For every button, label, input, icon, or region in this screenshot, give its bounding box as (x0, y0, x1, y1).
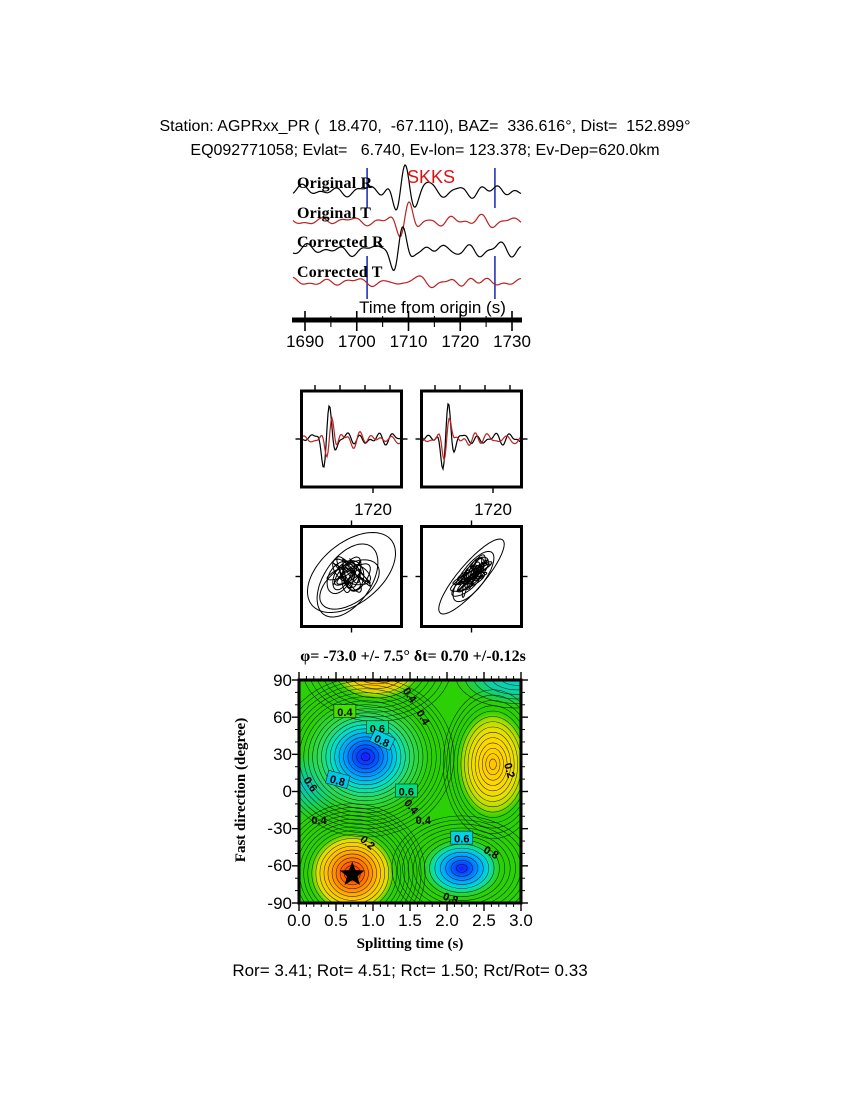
svg-text:0.8: 0.8 (441, 891, 459, 908)
time-tick-label: 1690 (286, 332, 324, 351)
splitting-time-tick: 1.5 (398, 911, 422, 930)
svg-text:0.8: 0.8 (372, 733, 391, 750)
panel-time-tick: 1720 (354, 500, 392, 519)
footer-stats: Ror= 3.41; Rot= 4.51; Rct= 1.50; Rct/Rot… (232, 961, 588, 980)
contour-label: 0.6 (395, 783, 418, 799)
time-tick-label: 1710 (389, 332, 428, 351)
time-tick-label: 1730 (493, 332, 531, 351)
trace-label-original-t: Original T (297, 205, 372, 222)
contour-label: 0.8 (325, 770, 351, 790)
svg-text:0.2: 0.2 (501, 762, 517, 780)
fast-direction-tick: 30 (273, 744, 292, 764)
error-surface-plot: 0.40.60.80.40.40.20.6 0.80.60.40.4 0.40.2 0… (292, 672, 528, 911)
waveform-overview-plot (292, 163, 522, 331)
station-header: Station: AGPRxx_PR ( 18.470, -67.110), B… (159, 118, 691, 135)
contour-label: 0.4 (311, 815, 327, 827)
contour-xlabel: Splitting time (s) (356, 936, 464, 952)
trace-label-corrected-t: Corrected T (297, 264, 383, 281)
event-header: EQ092771058; Evlat= 6.740, Ev-lon= 123.3… (190, 142, 660, 159)
svg-text:0.6: 0.6 (399, 787, 414, 799)
windowed-seismogram-panels (295, 385, 528, 493)
contour-label: 0.8 (441, 891, 459, 908)
splitting-time-tick: 1.0 (361, 911, 385, 930)
svg-text:0.8: 0.8 (328, 774, 346, 790)
splitting-time-tick: 0.0 (287, 911, 311, 930)
fast-direction-tick: -30 (267, 819, 292, 839)
splitting-time-tick: 3.0 (509, 911, 533, 930)
phase-label-skks: SKKS (407, 167, 456, 187)
fast-direction-tick: 60 (273, 707, 292, 727)
fast-direction-tick: -90 (267, 893, 292, 913)
svg-text:0.4: 0.4 (337, 707, 353, 719)
splitting-time-tick: 2.5 (472, 911, 496, 930)
best-fit-star (339, 861, 365, 885)
splitting-time-tick: 2.0 (435, 911, 459, 930)
fast-direction-tick: 90 (273, 670, 292, 690)
splitting-time-tick: 0.5 (324, 911, 348, 930)
contour-title: φ= -73.0 +/- 7.5° δt= 0.70 +/-0.12s (300, 648, 526, 665)
contour-label: 0.6 (450, 830, 474, 846)
time-axis-title: Time from origin (s) (359, 298, 506, 317)
fast-direction-tick: -60 (267, 856, 292, 876)
svg-text:0.4: 0.4 (416, 815, 432, 827)
svg-text:0.6: 0.6 (454, 834, 469, 846)
fast-direction-tick: 0 (282, 782, 292, 801)
trace-label-corrected-r: Corrected R (297, 234, 384, 251)
svg-text:0.4: 0.4 (311, 815, 327, 827)
contour-label: 0.2 (501, 762, 517, 780)
contour-label: 0.4 (416, 815, 432, 827)
time-tick-label: 1700 (337, 332, 376, 351)
contour-label: 0.8 (369, 728, 396, 751)
contour-label: 0.4 (333, 704, 357, 719)
panel-time-tick: 1720 (474, 500, 512, 519)
time-tick-label: 1720 (441, 332, 480, 351)
particle-motion-panels (295, 520, 528, 633)
trace-label-original-r: Original R (297, 175, 373, 192)
